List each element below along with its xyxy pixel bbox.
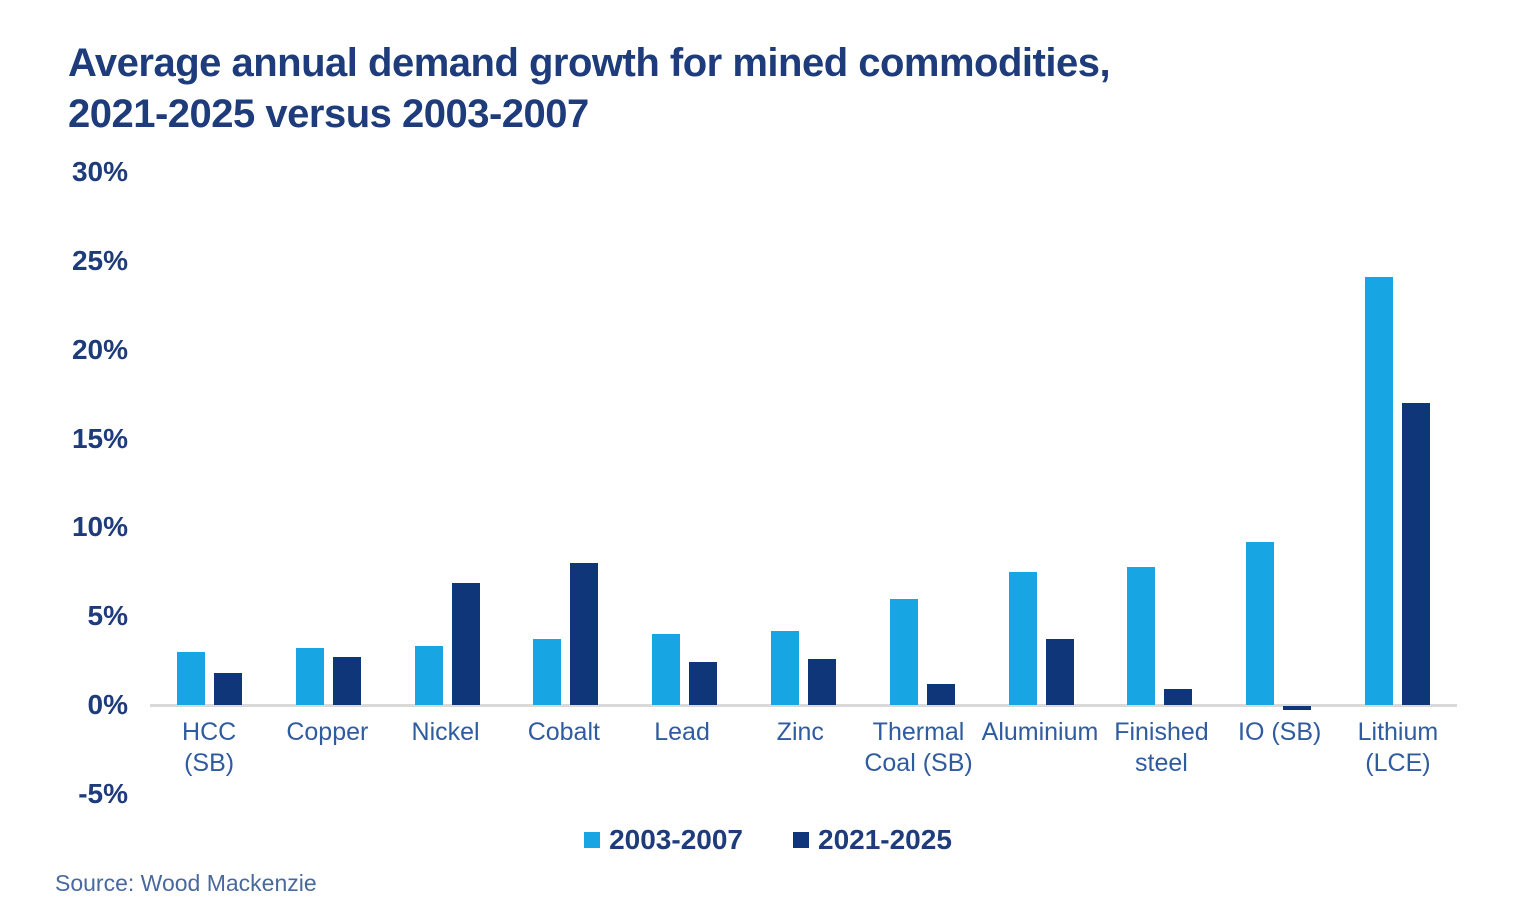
legend-item-2021-2025: 2021-2025 bbox=[793, 824, 952, 856]
bar-2021-2025-hcc-sb bbox=[213, 673, 242, 706]
y-tick-label: 10% bbox=[71, 511, 128, 543]
x-category-label: Nickel bbox=[411, 718, 480, 746]
legend-item-2003-2007: 2003-2007 bbox=[584, 824, 743, 856]
legend-label: 2003-2007 bbox=[609, 824, 743, 855]
chart-title-line1: Average annual demand growth for mined c… bbox=[68, 41, 1111, 85]
bar-2003-2007-lithium-lce bbox=[1365, 276, 1394, 706]
x-category-label: Zinc bbox=[776, 718, 824, 746]
y-tick-label: 20% bbox=[71, 333, 128, 365]
x-category-label: Cobalt bbox=[527, 718, 600, 746]
bar-2003-2007-copper bbox=[295, 648, 324, 706]
bar-2021-2025-copper bbox=[332, 657, 361, 706]
x-category-label: Copper bbox=[286, 718, 369, 746]
bar-2003-2007-aluminium bbox=[1008, 571, 1037, 706]
bar-2021-2025-nickel bbox=[451, 582, 480, 706]
legend-swatch-icon bbox=[793, 832, 809, 848]
bar-2021-2025-lithium-lce bbox=[1402, 403, 1431, 706]
x-axis: HCC (SB) Copper Nickel Cobalt Lead Zinc Therma… bbox=[150, 717, 1457, 778]
bar-2021-2025-thermal-coal-sb bbox=[926, 683, 955, 706]
legend-label: 2021-2025 bbox=[818, 824, 952, 855]
bar-2021-2025-lead bbox=[689, 662, 718, 706]
x-category-label: IO (SB) bbox=[1238, 718, 1322, 746]
bar-2021-2025-aluminium bbox=[1045, 639, 1074, 706]
bar-2003-2007-nickel bbox=[414, 646, 443, 706]
chart-title-line2: 2021-2025 versus 2003-2007 bbox=[68, 92, 589, 137]
y-axis: 30% 25% 20% 15% 10% 5% 0% -5% bbox=[0, 156, 128, 809]
bar-2021-2025-io-sb bbox=[1283, 706, 1312, 710]
legend-swatch-icon bbox=[584, 832, 601, 848]
x-category-label: Aluminium bbox=[981, 718, 1099, 746]
legend: 2003-2007 2021-2025 bbox=[0, 824, 1536, 856]
y-tick-label: 5% bbox=[87, 600, 128, 632]
y-tick-label: -5% bbox=[78, 778, 128, 809]
bar-2021-2025-zinc bbox=[808, 658, 836, 706]
bar-2003-2007-hcc-sb bbox=[176, 651, 205, 706]
bar-2003-2007-thermal-coal-sb bbox=[889, 598, 918, 706]
y-tick-label: 0% bbox=[87, 689, 128, 721]
x-category-label: Lead bbox=[654, 718, 710, 746]
y-tick-label: 15% bbox=[71, 422, 128, 454]
bar-2003-2007-zinc bbox=[771, 630, 799, 706]
bar-2003-2007-lead bbox=[652, 634, 681, 706]
x-category-label: Thermal Coal (SB) bbox=[864, 718, 973, 777]
bar-2021-2025-finished-steel bbox=[1164, 689, 1193, 706]
y-tick-label: 25% bbox=[71, 244, 128, 276]
bar-2021-2025-cobalt bbox=[570, 562, 599, 706]
plot-area bbox=[150, 172, 1457, 794]
zero-axis-line bbox=[150, 704, 1457, 708]
bar-2003-2007-io-sb bbox=[1246, 541, 1275, 706]
y-tick-label: 30% bbox=[71, 156, 128, 187]
x-category-label: HCC (SB) bbox=[182, 718, 237, 777]
x-category-label: Lithium (LCE) bbox=[1357, 718, 1439, 777]
x-category-label: Finished steel bbox=[1114, 718, 1209, 777]
bar-2003-2007-cobalt bbox=[533, 639, 562, 706]
chart-title: Average annual demand growth for mined c… bbox=[68, 38, 1111, 140]
source-attribution: Source: Wood Mackenzie bbox=[55, 870, 317, 896]
bar-2003-2007-finished-steel bbox=[1127, 566, 1156, 706]
